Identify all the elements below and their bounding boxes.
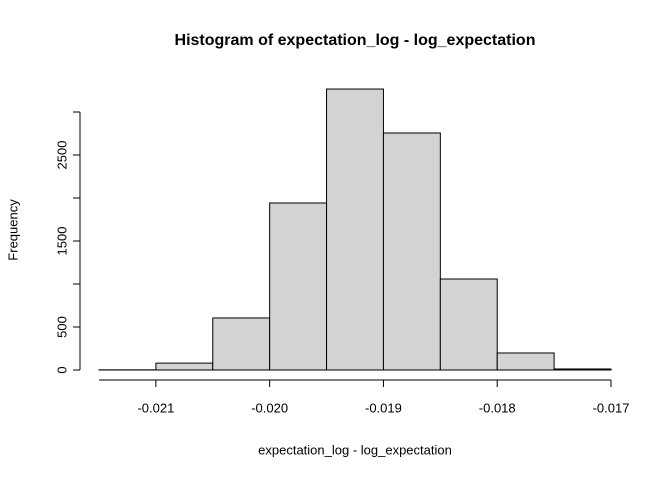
y-tick-label: 0 [54, 366, 69, 373]
bar [439, 278, 498, 371]
x-tick-label: -0.018 [479, 400, 516, 415]
y-tick-label: 2500 [54, 141, 69, 170]
bar [553, 368, 612, 371]
bar [155, 362, 214, 371]
bar [326, 88, 384, 371]
x-tick-label: -0.019 [365, 400, 402, 415]
bar [382, 132, 441, 371]
x-axis-label: expectation_log - log_expectation [258, 442, 452, 457]
bar [496, 352, 555, 371]
x-tick-label: -0.017 [593, 400, 630, 415]
chart-title: Histogram of expectation_log - log_expec… [175, 32, 536, 49]
y-axis-label: Frequency [5, 199, 20, 261]
y-tick-label: 500 [54, 316, 69, 338]
bar [212, 317, 271, 371]
x-tick-label: -0.020 [251, 400, 288, 415]
y-tick-label: 1500 [54, 227, 69, 256]
x-tick-label: -0.021 [137, 400, 174, 415]
bar [269, 202, 328, 371]
